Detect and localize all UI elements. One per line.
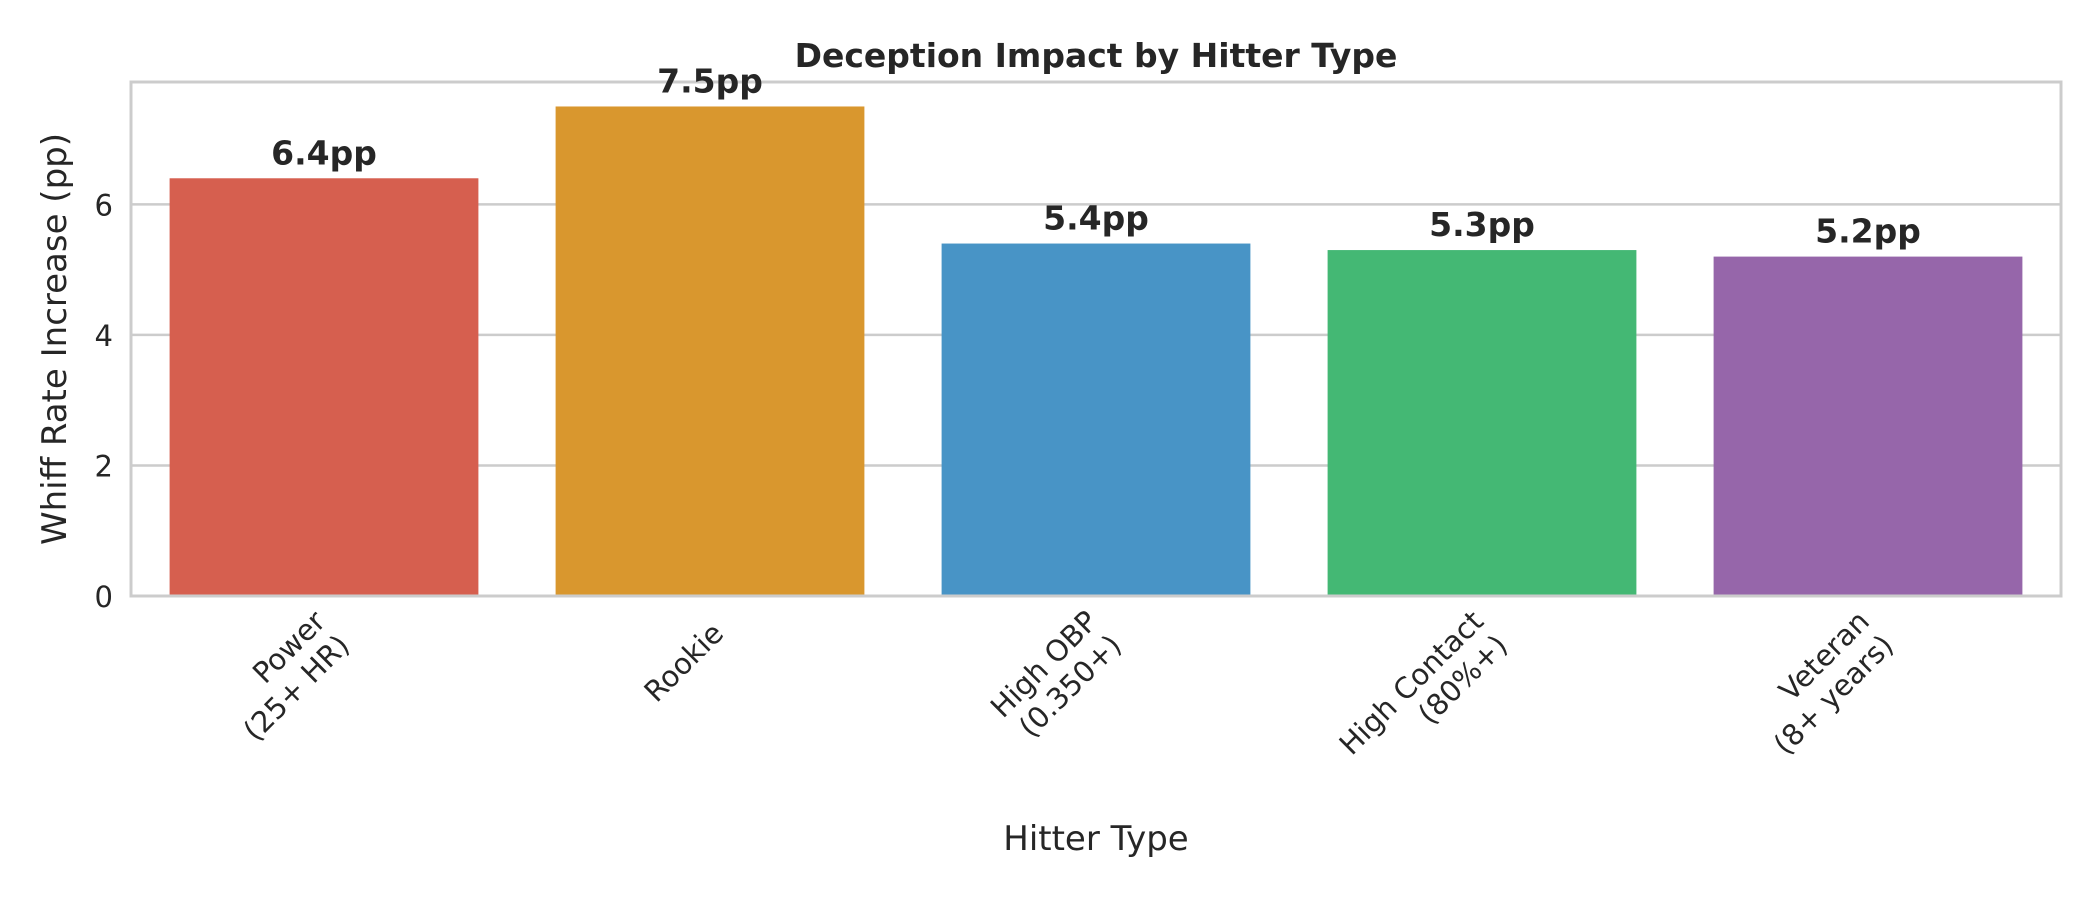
- bar: [1713, 256, 2023, 596]
- bar: [941, 243, 1251, 597]
- bar-value-label: 7.5pp: [657, 61, 763, 100]
- x-tick-label: Rookie: [637, 616, 730, 709]
- x-tick-label: High OBP(0.350+): [984, 604, 1128, 744]
- x-tick-label-line: Rookie: [637, 616, 730, 709]
- bar-value-label: 6.4pp: [271, 133, 377, 172]
- data-labels: 6.4pp 7.5pp 5.4pp 5.3pp 5.2pp: [271, 61, 1921, 250]
- bar: [169, 178, 479, 596]
- x-axis-label: Hitter Type: [1003, 819, 1188, 859]
- bars: [169, 106, 2023, 597]
- bar-value-label: 5.4pp: [1043, 199, 1149, 238]
- x-tick-label: Power(25+ HR): [237, 604, 357, 748]
- x-tick-label: High Contact(80%+): [1333, 604, 1515, 761]
- x-tick-label: Veteran(8+ years): [1767, 604, 1900, 761]
- y-tick-label: 4: [95, 319, 113, 353]
- bar-value-label: 5.2pp: [1815, 212, 1921, 251]
- y-tick-label: 0: [95, 580, 113, 614]
- bar: [555, 106, 865, 596]
- plot-frame: [129, 80, 2063, 598]
- bar: [1327, 250, 1637, 597]
- y-axis-label: Whiff Rate Increase (pp): [35, 133, 75, 545]
- bar-value-label: 5.3pp: [1429, 205, 1535, 244]
- y-axis-ticks: 0 2 4 6: [95, 188, 113, 614]
- chart-title: Deception Impact by Hitter Type: [795, 36, 1398, 75]
- y-tick-label: 6: [95, 188, 113, 222]
- x-axis-ticks: Power(25+ HR) Rookie High OBP(0.350+) High …: [237, 604, 1901, 762]
- y-tick-label: 2: [95, 449, 113, 483]
